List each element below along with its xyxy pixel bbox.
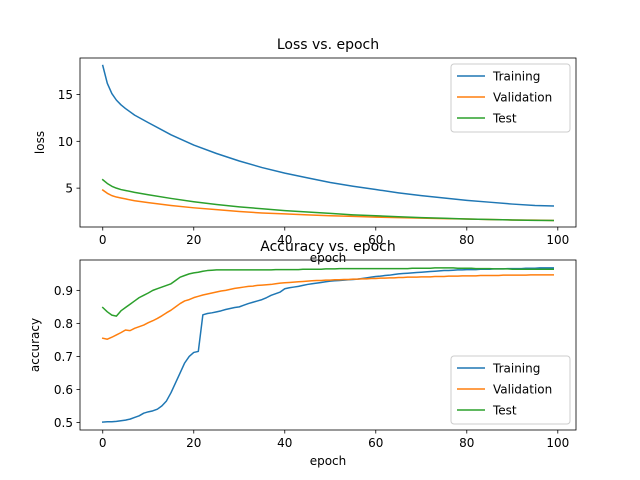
x-tick-label: 80	[459, 436, 474, 450]
y-tick-label: 0.8	[54, 317, 73, 331]
x-axis-label: epoch	[310, 454, 347, 468]
x-tick-label: 40	[277, 233, 292, 247]
y-tick-label: 0.5	[54, 416, 73, 430]
x-tick-label: 80	[459, 233, 474, 247]
legend-label: Training	[492, 362, 540, 376]
legend-box	[450, 355, 571, 425]
legend: Training Validation Test	[450, 63, 571, 133]
x-tick-label: 0	[99, 233, 107, 247]
legend: Training Validation Test	[450, 355, 571, 425]
chart-2: Accuracy vs. epoch 0 20 40 60 80 100 0.5 0.6 0.7 0…	[28, 239, 577, 468]
x-axis-label: epoch	[310, 251, 347, 265]
plots-container: Loss vs. epoch 0 20 40 60 80 100 5 10 15 epoch loss…	[28, 37, 577, 468]
y-tick-label: 5	[65, 182, 73, 196]
x-tick-label: 100	[546, 233, 569, 247]
series-line-test	[101, 267, 554, 317]
chart-1: Loss vs. epoch 0 20 40 60 80 100 5 10 15 epoch loss…	[33, 37, 577, 265]
series-line-test	[101, 178, 555, 222]
y-tick-label: 10	[58, 135, 73, 149]
legend-label: Training	[492, 70, 540, 84]
axes-frame	[79, 259, 577, 431]
x-tick-label: 20	[186, 436, 201, 450]
x-tick-label: 60	[368, 436, 383, 450]
axes-frame	[79, 57, 577, 228]
series-group	[101, 267, 554, 423]
y-axis-label: accuracy	[28, 318, 42, 372]
chart-title: Accuracy vs. epoch	[260, 239, 395, 255]
x-tick-label: 20	[186, 233, 201, 247]
y-tick-label: 0.6	[54, 383, 73, 397]
x-tick-label: 60	[368, 233, 383, 247]
legend-box	[450, 63, 571, 133]
y-tick-label: 0.7	[54, 350, 73, 364]
chart-title: Loss vs. epoch	[277, 37, 379, 53]
legend-label: Validation	[493, 91, 552, 105]
x-tick-label: 40	[277, 436, 292, 450]
series-line-validation	[101, 274, 554, 340]
y-tick-label: 0.9	[54, 284, 73, 298]
series-line-training	[101, 267, 554, 423]
x-tick-label: 100	[546, 436, 569, 450]
legend-label: Test	[492, 112, 517, 126]
series-line-training	[101, 64, 555, 207]
legend-label: Validation	[493, 383, 552, 397]
y-tick-label: 15	[58, 88, 73, 102]
legend-label: Test	[492, 404, 517, 418]
x-tick-label: 0	[99, 436, 107, 450]
series-group	[101, 64, 555, 222]
y-axis-label: loss	[33, 131, 47, 154]
